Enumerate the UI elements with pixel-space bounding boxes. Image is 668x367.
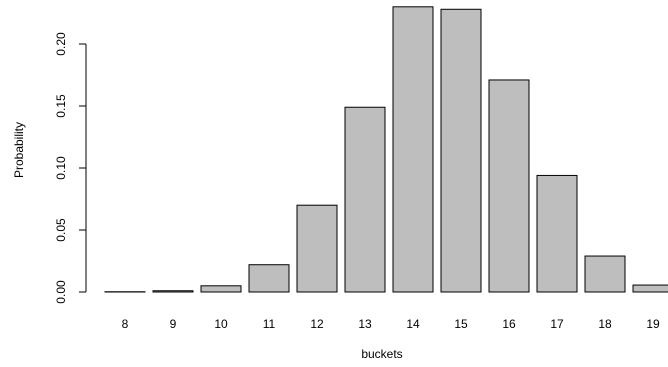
bar <box>584 255 626 293</box>
x-tick-label: 18 <box>598 317 612 331</box>
bar <box>488 79 530 293</box>
x-tick-label: 10 <box>214 317 228 331</box>
bar <box>440 8 482 293</box>
bar <box>632 284 668 293</box>
x-tick-label: 8 <box>122 317 129 331</box>
y-tick-label: 0.20 <box>54 32 68 56</box>
x-tick-label: 9 <box>170 317 177 331</box>
x-tick-label: 13 <box>358 317 372 331</box>
y-axis-label: Probability <box>12 122 26 178</box>
bar <box>392 6 434 293</box>
bar <box>200 285 242 293</box>
x-tick-label: 19 <box>646 317 660 331</box>
bar <box>152 290 194 293</box>
y-tick-label: 0.15 <box>54 94 68 118</box>
y-tick-label: 0.10 <box>54 156 68 180</box>
x-tick-label: 12 <box>310 317 324 331</box>
y-tick-label: 0.00 <box>54 280 68 304</box>
bar <box>296 204 338 293</box>
y-tick-label: 0.05 <box>54 218 68 242</box>
x-axis-label: buckets <box>361 347 402 361</box>
x-tick-label: 11 <box>263 317 276 331</box>
bar <box>536 174 578 293</box>
x-tick-label: 14 <box>406 317 420 331</box>
x-tick-label: 16 <box>502 317 516 331</box>
x-tick-label: 15 <box>454 317 468 331</box>
bar <box>344 106 386 293</box>
x-tick-label: 17 <box>550 317 564 331</box>
bar <box>248 264 290 293</box>
